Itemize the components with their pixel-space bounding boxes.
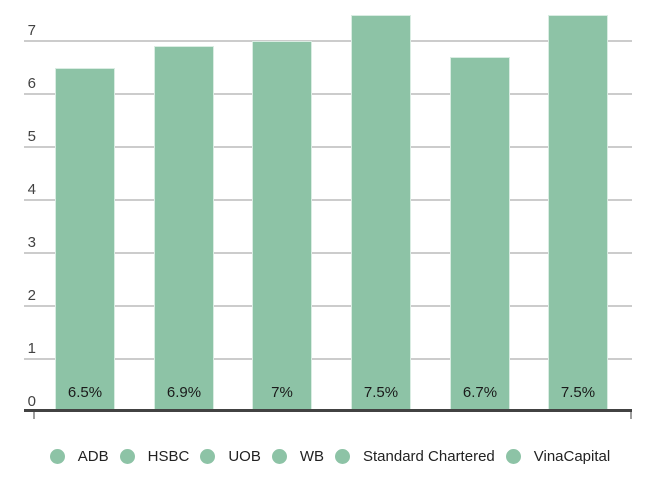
bar-adb[interactable]: 6.5% — [55, 67, 115, 409]
x-axis-tick-right — [630, 412, 632, 419]
gridline-y-4 — [24, 199, 632, 201]
legend-label: VinaCapital — [533, 448, 611, 465]
bar-uob[interactable]: 7% — [252, 41, 312, 409]
legend-swatch-circle-icon — [200, 449, 216, 464]
legend-label: ADB — [77, 448, 109, 465]
bar-value-label: 6.9% — [166, 384, 202, 401]
legend-swatch-circle-icon — [119, 449, 135, 464]
legend-label: HSBC — [147, 448, 190, 465]
y-axis-label-6: 6 — [27, 75, 36, 92]
legend-item-vinacapital[interactable]: VinaCapital — [505, 448, 611, 465]
legend-item-standard-chartered[interactable]: Standard Chartered — [335, 448, 495, 465]
legend-item-uob[interactable]: UOB — [200, 448, 261, 465]
y-axis-label-0: 0 — [27, 393, 36, 410]
y-axis-label-1: 1 — [27, 340, 36, 357]
bar-value-label: 7% — [271, 384, 293, 401]
y-axis-label-5: 5 — [27, 128, 36, 145]
gridline-y-6 — [24, 93, 632, 95]
legend-swatch-circle-icon — [335, 449, 350, 464]
bar-standard-chartered[interactable]: 6.7% — [450, 56, 510, 409]
legend-item-wb[interactable]: WB — [271, 448, 324, 465]
bar-vinacapital[interactable]: 7.5% — [548, 14, 608, 409]
x-axis-tick-left — [33, 412, 35, 419]
bar-value-label: 7.5% — [363, 384, 399, 401]
y-axis-label-7: 7 — [27, 22, 36, 39]
legend-label: WB — [299, 448, 324, 465]
gridline-y-2 — [24, 305, 632, 307]
legend-item-adb[interactable]: ADB — [49, 448, 109, 465]
legend-item-hsbc[interactable]: HSBC — [119, 448, 190, 465]
bar-value-label: 6.7% — [462, 384, 498, 401]
plot-area: 0 1 2 3 4 5 6 7 6.5% 6.9% 7% 7.5% 6.7% 7.5% — [24, 0, 632, 419]
legend-swatch-circle-icon — [271, 449, 287, 464]
bar-hsbc[interactable]: 6.9% — [154, 46, 214, 409]
y-axis-label-3: 3 — [27, 234, 36, 251]
y-axis-label-4: 4 — [27, 181, 36, 198]
bar-wb[interactable]: 7.5% — [351, 14, 411, 409]
gridline-y-5 — [24, 146, 632, 148]
legend-swatch-circle-icon — [49, 449, 65, 464]
y-axis-label-2: 2 — [27, 287, 36, 304]
legend: ADB HSBC UOB WB Standard Chartered VinaCapita… — [0, 448, 660, 465]
x-axis-line — [24, 409, 632, 412]
bar-value-label: 6.5% — [67, 384, 103, 401]
gridline-y-1 — [24, 358, 632, 360]
bar-value-label: 7.5% — [560, 384, 596, 401]
legend-label: UOB — [228, 448, 261, 465]
legend-label: Standard Chartered — [363, 448, 495, 465]
legend-swatch-circle-icon — [505, 449, 521, 464]
gridline-y-3 — [24, 252, 632, 254]
gridline-y-7 — [24, 40, 632, 42]
